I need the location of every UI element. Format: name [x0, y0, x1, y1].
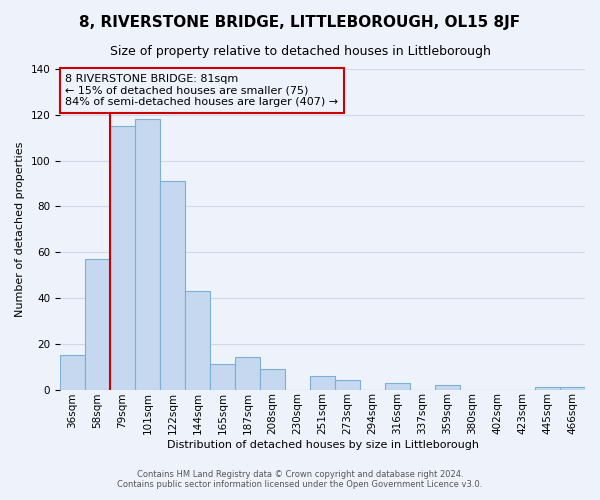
Bar — [310, 376, 335, 390]
Bar — [110, 126, 135, 390]
Text: 8 RIVERSTONE BRIDGE: 81sqm
← 15% of detached houses are smaller (75)
84% of semi: 8 RIVERSTONE BRIDGE: 81sqm ← 15% of deta… — [65, 74, 338, 107]
Bar — [185, 291, 210, 390]
Bar — [560, 388, 585, 390]
Bar — [60, 355, 85, 390]
Bar — [335, 380, 360, 390]
Bar — [535, 388, 560, 390]
Text: Contains HM Land Registry data © Crown copyright and database right 2024.
Contai: Contains HM Land Registry data © Crown c… — [118, 470, 482, 489]
Bar — [385, 382, 410, 390]
Bar — [235, 358, 260, 390]
Bar — [85, 259, 110, 390]
Bar — [435, 385, 460, 390]
X-axis label: Distribution of detached houses by size in Littleborough: Distribution of detached houses by size … — [167, 440, 479, 450]
Bar — [210, 364, 235, 390]
Bar — [135, 120, 160, 390]
Text: Size of property relative to detached houses in Littleborough: Size of property relative to detached ho… — [110, 45, 490, 58]
Y-axis label: Number of detached properties: Number of detached properties — [15, 142, 25, 317]
Bar — [260, 369, 285, 390]
Bar — [160, 181, 185, 390]
Text: 8, RIVERSTONE BRIDGE, LITTLEBOROUGH, OL15 8JF: 8, RIVERSTONE BRIDGE, LITTLEBOROUGH, OL1… — [79, 15, 521, 30]
